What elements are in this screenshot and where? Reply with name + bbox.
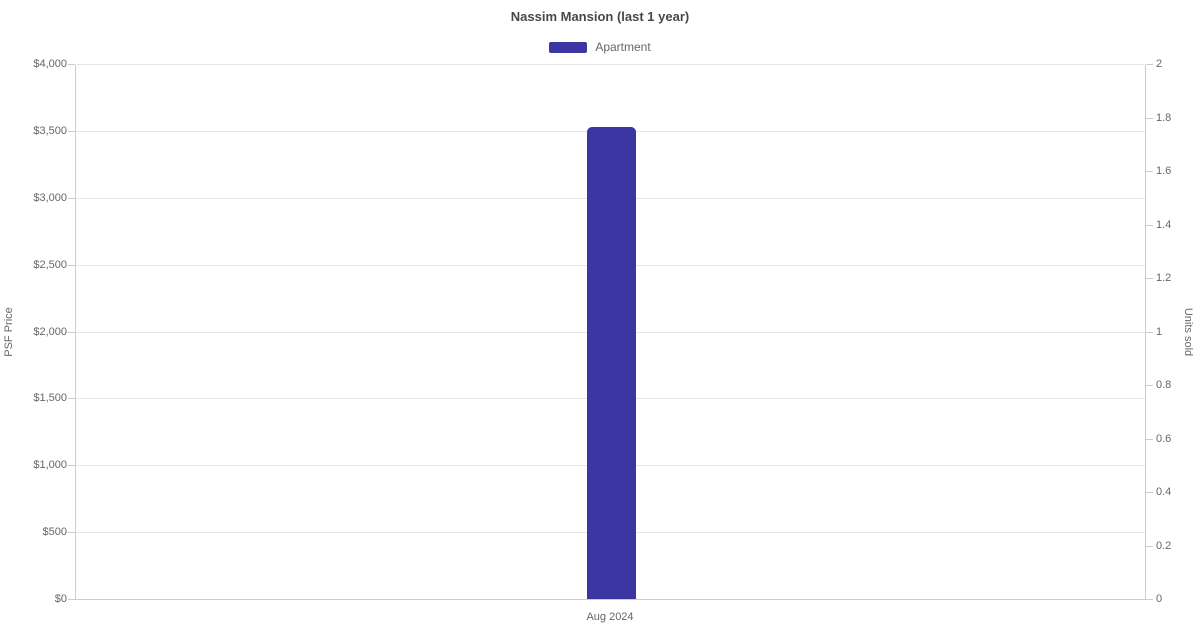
chart-title: Nassim Mansion (last 1 year): [510, 9, 690, 24]
legend: Apartment: [0, 40, 1200, 54]
y-right-tick: [1146, 545, 1153, 547]
y-left-tick: [68, 532, 75, 534]
y-right-tick: [1146, 492, 1153, 493]
x-axis-category-label: Aug 2024: [586, 611, 634, 623]
y-left-tick: [68, 264, 75, 266]
y-right-tick: [1146, 385, 1153, 386]
y-left-tick-label: $500: [42, 526, 67, 539]
y-left-tick: [68, 331, 75, 333]
y-axis-left-title: PSF Price: [3, 307, 15, 357]
y-right-tick-label: 1.6: [1156, 165, 1172, 177]
y-axis-right-title: Units sold: [1182, 307, 1194, 357]
y-right-tick: [1146, 331, 1153, 333]
y-right-tick-label: 2: [1156, 58, 1163, 70]
y-left-tick-label: $3,000: [33, 191, 67, 204]
y-right-tick: [1146, 599, 1153, 600]
y-left-tick: [68, 599, 75, 600]
y-right-tick: [1146, 117, 1153, 119]
y-right-tick-label: 0.6: [1156, 432, 1172, 445]
y-right-tick-label: 1: [1156, 325, 1163, 338]
y-left-tick-label: $1,500: [33, 392, 67, 405]
y-right-tick-label: 0.8: [1156, 379, 1172, 391]
y-left-tick: [68, 64, 75, 65]
y-right-tick: [1146, 438, 1153, 440]
gridline: [76, 64, 1145, 65]
legend-label: Apartment: [595, 40, 651, 54]
y-right-tick-label: 0: [1156, 593, 1163, 605]
y-right-tick-label: 1.8: [1156, 111, 1172, 124]
y-right-tick: [1146, 171, 1153, 172]
y-right-tick-label: 1.2: [1156, 272, 1172, 284]
y-right-tick-label: 0.4: [1156, 486, 1172, 498]
y-left-tick-label: $3,500: [33, 124, 67, 137]
y-left-tick-label: $0: [54, 593, 67, 605]
y-left-tick-label: $1,000: [33, 459, 67, 472]
plot-area: [75, 64, 1146, 600]
y-left-tick: [68, 465, 75, 467]
y-left-tick-label: $2,500: [33, 258, 67, 271]
legend-swatch-icon: [549, 41, 588, 53]
y-left-tick: [68, 197, 75, 199]
y-right-tick-label: 1.4: [1156, 218, 1172, 231]
y-left-tick-label: $4,000: [33, 58, 67, 70]
y-right-tick: [1146, 224, 1153, 226]
y-right-tick-label: 0.2: [1156, 539, 1172, 552]
bar-apartment[interactable]: [587, 126, 636, 599]
y-left-tick: [68, 398, 75, 400]
y-right-tick: [1146, 64, 1153, 65]
legend-item-apartment[interactable]: Apartment: [549, 40, 651, 54]
y-right-tick: [1146, 278, 1153, 279]
y-left-tick: [68, 130, 75, 132]
